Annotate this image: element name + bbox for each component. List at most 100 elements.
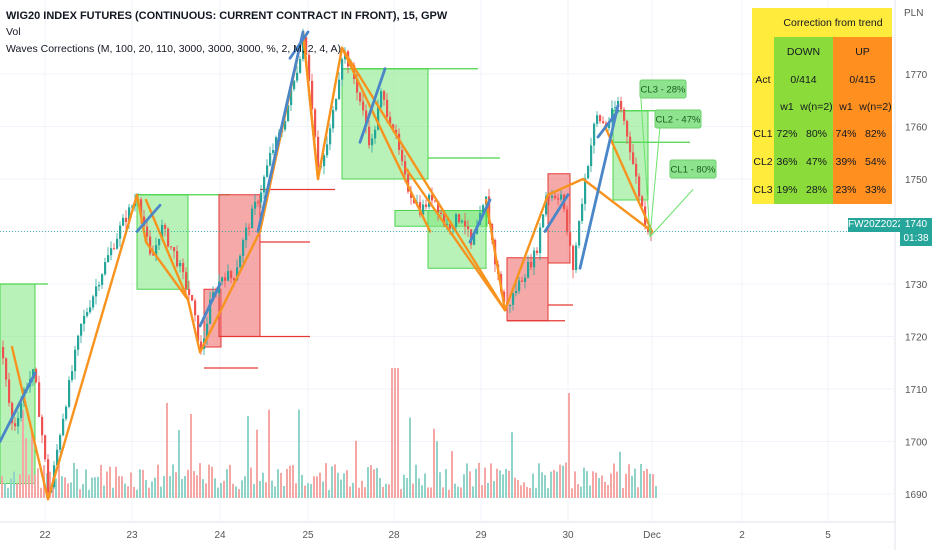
volume-bar (244, 476, 246, 498)
volume-bar (262, 472, 264, 498)
volume-bar (448, 489, 450, 498)
candle-body (422, 204, 425, 215)
candle-body (206, 323, 209, 339)
volume-bar (31, 432, 33, 498)
bar-countdown-tag: 01:38 (900, 232, 932, 246)
y-tick-label: 1750 (905, 175, 928, 186)
volume-bar (535, 487, 537, 498)
volume-bar (652, 474, 654, 498)
cl3-up-w1: 23% (833, 176, 859, 204)
candle-body (389, 116, 392, 125)
volume-bar (460, 487, 462, 498)
candle-body (200, 341, 203, 349)
x-tick-label: 25 (302, 530, 314, 541)
volume-bar (67, 483, 69, 498)
candle-body (170, 246, 173, 248)
volume-bar (226, 469, 228, 498)
volume-bar (88, 489, 90, 498)
candle-body (71, 371, 74, 381)
candle-body (266, 165, 269, 177)
down-w1-header: w1 (774, 94, 800, 120)
volume-bar (424, 473, 426, 498)
candle-body (371, 138, 374, 146)
volume-bar (154, 477, 156, 498)
up-wave-line (596, 109, 620, 139)
volume-bar (13, 471, 15, 498)
volume-bar (271, 480, 273, 498)
candle-body (560, 194, 563, 200)
cl3-down-w2: 28% (800, 176, 833, 204)
volume-bar (178, 430, 180, 498)
volume-bar (247, 416, 249, 498)
volume-bar (181, 479, 183, 498)
candle-body (155, 245, 158, 256)
table-title: Correction from trend (774, 8, 892, 37)
candle-body (107, 255, 110, 263)
volume-bar (562, 465, 564, 498)
volume-bar (73, 462, 75, 498)
indicator-legend[interactable]: Waves Corrections (M, 100, 20, 110, 3000… (6, 43, 342, 55)
volume-bar (352, 482, 354, 498)
volume-bar (337, 472, 339, 498)
candle-body (80, 323, 83, 336)
candle-body (335, 99, 338, 111)
volume-bar (637, 487, 639, 498)
volume-bar (127, 486, 129, 498)
down-wave-line (404, 167, 507, 312)
candle-body (98, 284, 101, 287)
volume-bar (349, 486, 351, 498)
volume-bar (526, 487, 528, 498)
projection-label-box (669, 159, 717, 179)
volume-bar (55, 478, 57, 498)
x-tick-label: 22 (39, 530, 51, 541)
candle-body (299, 59, 302, 73)
volume-bar (319, 472, 321, 498)
volume-bar (481, 485, 483, 498)
volume-bar (10, 478, 12, 498)
candle-body (461, 220, 464, 223)
volume-bar (436, 441, 438, 498)
volume-bar (457, 486, 459, 498)
volume-bar (310, 483, 312, 498)
down-wave-line (144, 198, 190, 301)
y-tick-label: 1690 (905, 490, 928, 501)
candle-body (596, 115, 599, 124)
volume-bar (184, 475, 186, 498)
volume-bar (256, 429, 258, 498)
candle-body (173, 247, 176, 252)
y-tick-label: 1770 (905, 70, 928, 81)
candle-body (464, 220, 467, 227)
volume-bar (523, 482, 525, 498)
volume-bar (277, 469, 279, 498)
candle-body (260, 192, 263, 203)
candle-body (395, 130, 398, 134)
volume-bar (571, 488, 573, 498)
volume-bar (331, 466, 333, 498)
volume-legend[interactable]: Vol (6, 26, 21, 38)
volume-bar (40, 487, 42, 498)
volume-bar (202, 479, 204, 498)
volume-bar (85, 469, 87, 498)
down-wave-line (484, 198, 507, 312)
candle-body (131, 206, 134, 208)
candle-body (608, 121, 611, 129)
volume-bar (103, 485, 105, 498)
down-w2-header: w(n=2) (800, 94, 833, 120)
volume-bar (655, 486, 657, 498)
volume-bar (496, 468, 498, 498)
act-label: Act (752, 66, 774, 94)
volume-bar (550, 471, 552, 498)
volume-bar (478, 462, 480, 498)
row-label-cl2: CL2 (752, 148, 774, 176)
volume-bar (520, 485, 522, 498)
candle-body (575, 245, 578, 270)
x-tick-label: Dec (643, 530, 661, 541)
volume-bar (487, 483, 489, 498)
candle-body (626, 120, 629, 137)
volume-bar (547, 488, 549, 498)
candle-body (224, 277, 227, 281)
volume-bar (238, 489, 240, 498)
candle-body (551, 195, 554, 198)
volume-bar (499, 470, 501, 498)
volume-bar (484, 467, 486, 498)
